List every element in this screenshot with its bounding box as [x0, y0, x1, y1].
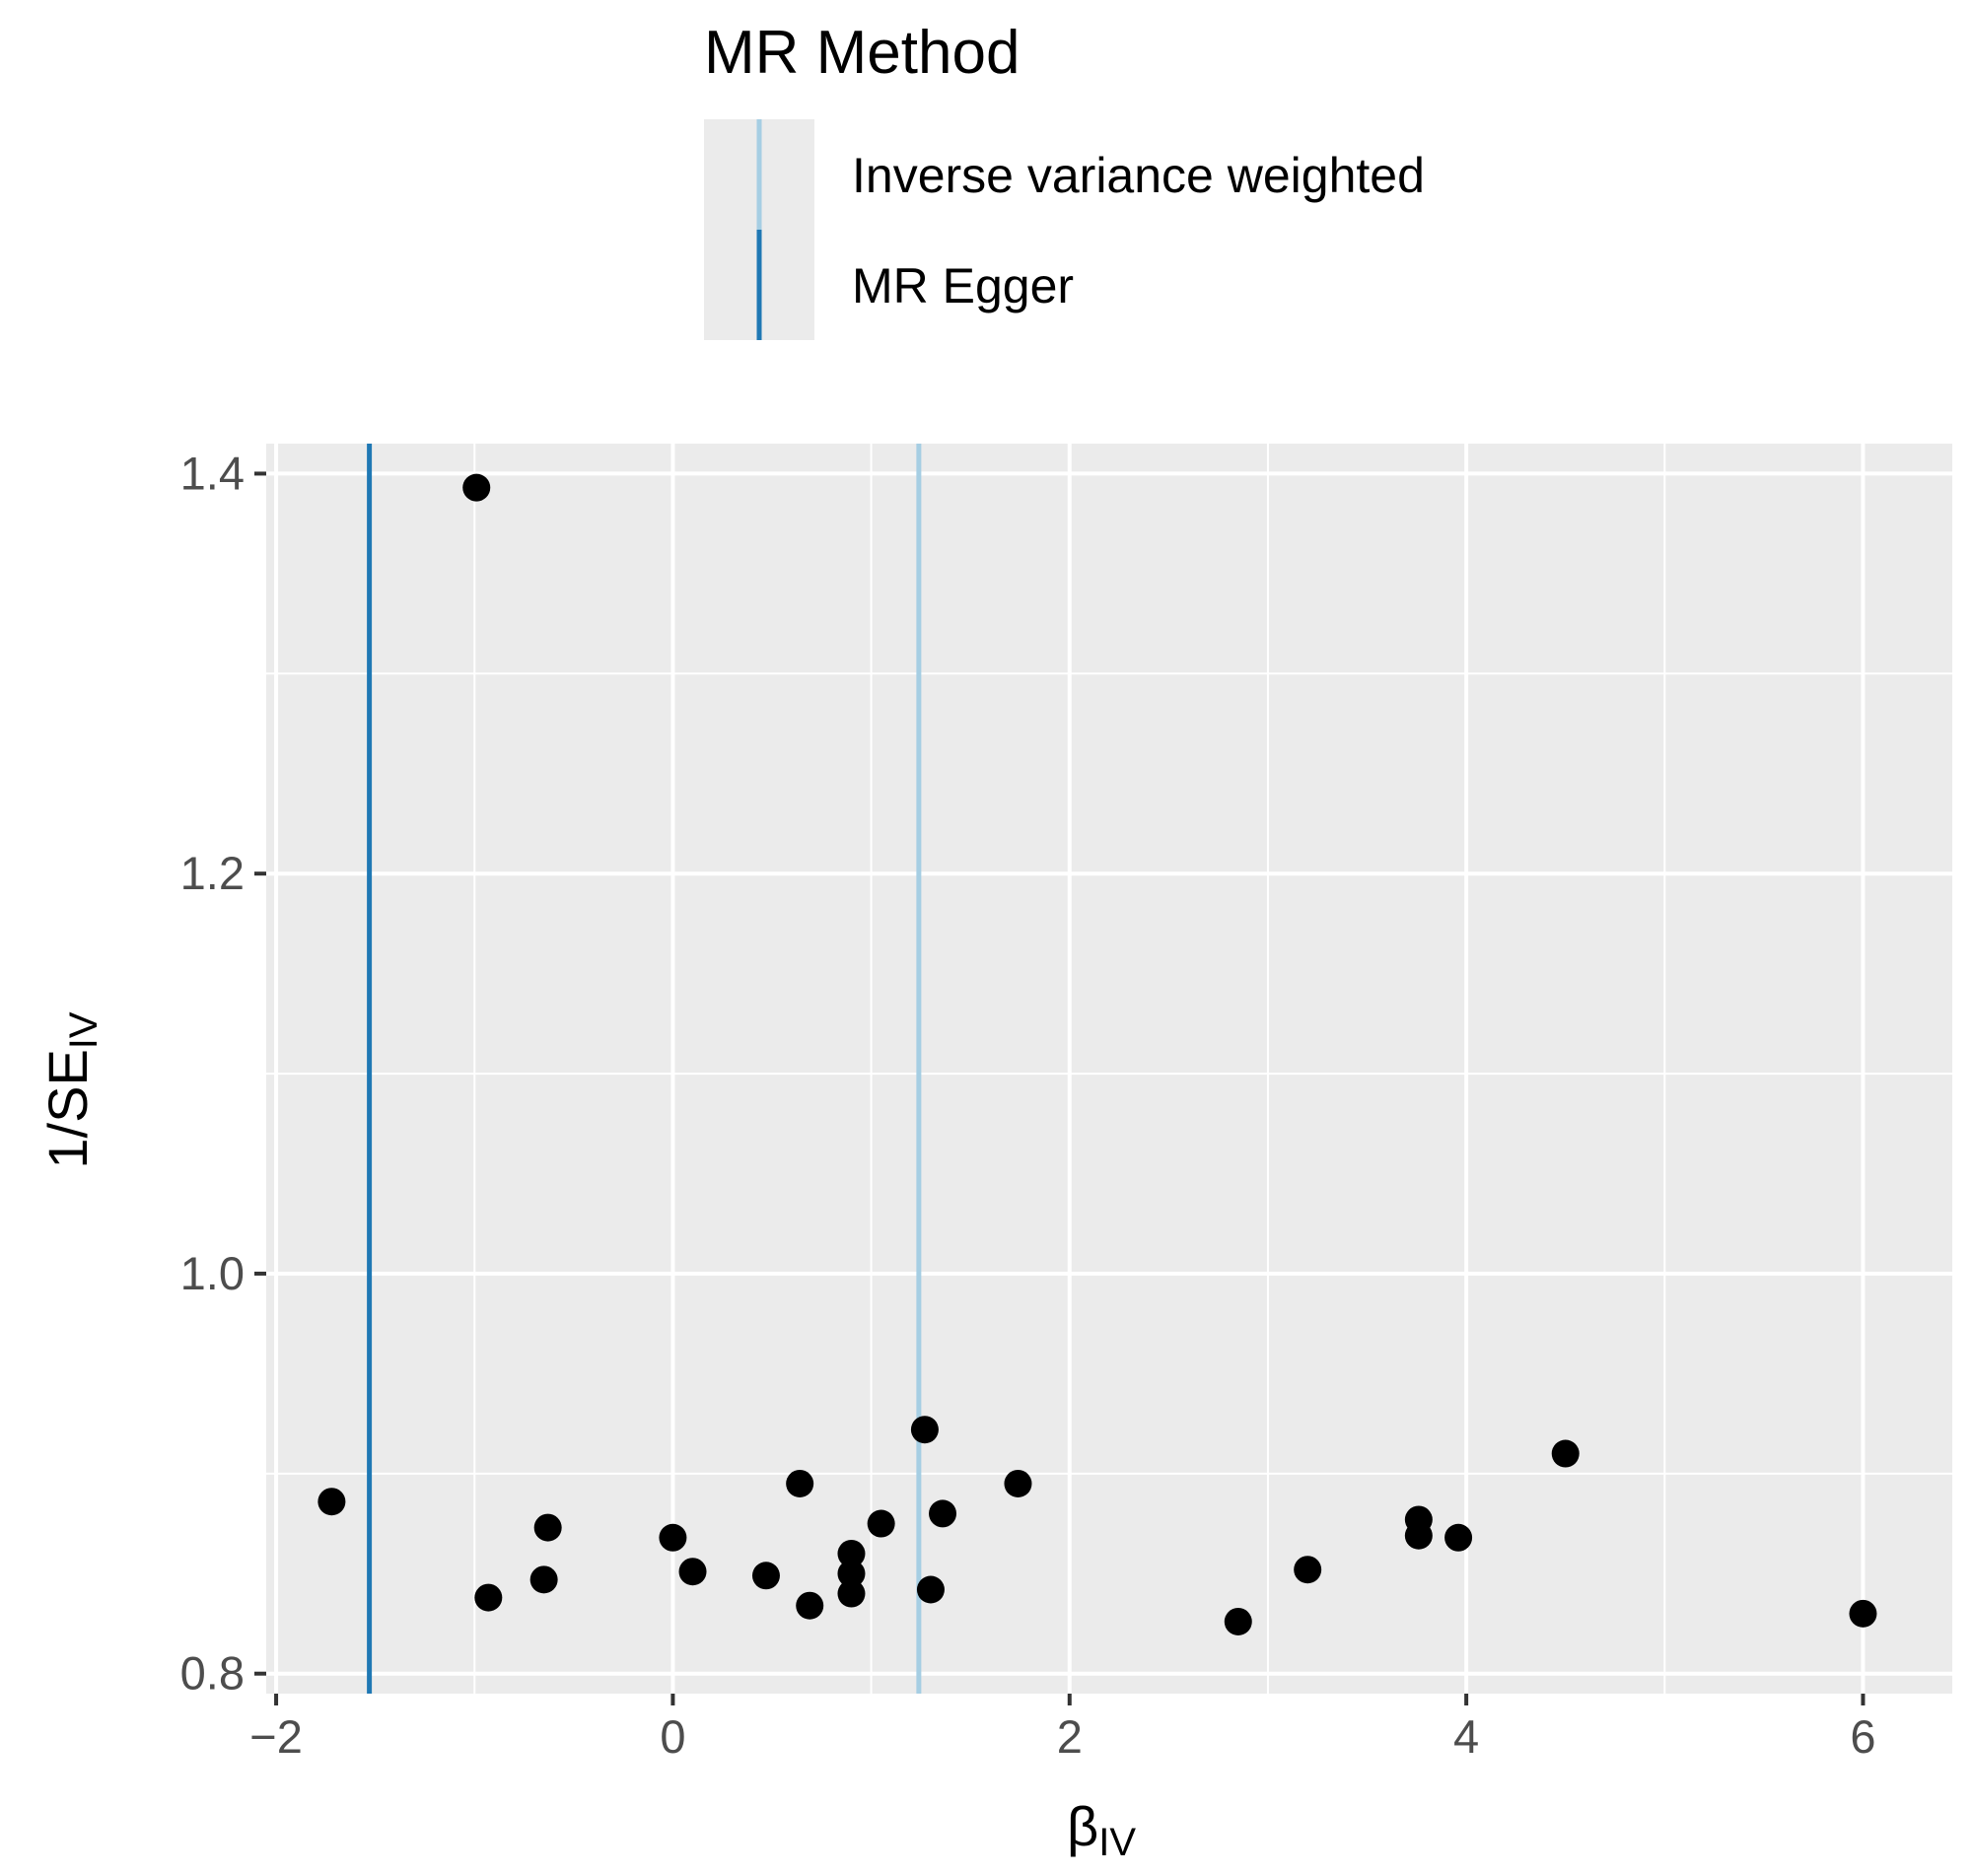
data-point	[751, 1562, 780, 1590]
method-lines	[367, 444, 922, 1694]
data-point	[1444, 1523, 1473, 1552]
x-tick-label: −2	[249, 1710, 303, 1763]
data-point	[462, 473, 491, 502]
legend-label-mr-egger: MR Egger	[852, 258, 1074, 313]
x-tick-label: 0	[660, 1710, 685, 1763]
x-tick-label: 6	[1850, 1710, 1875, 1763]
x-tick-label: 4	[1453, 1710, 1479, 1763]
data-point	[1294, 1556, 1322, 1584]
data-point	[916, 1575, 945, 1604]
data-point	[837, 1560, 866, 1588]
data-points	[317, 473, 1877, 1635]
x-axis-title-sub: IV	[1098, 1821, 1136, 1864]
grid-lines	[266, 444, 1952, 1694]
y-tick-label: 1.2	[180, 847, 245, 899]
data-point	[1849, 1599, 1877, 1628]
x-tick-label: 2	[1057, 1710, 1083, 1763]
plot-panel	[266, 444, 1952, 1694]
x-axis-title-main: β	[1067, 1795, 1098, 1857]
data-point	[659, 1523, 687, 1552]
data-point	[1551, 1439, 1580, 1468]
panel-background	[266, 444, 1952, 1694]
data-point	[786, 1469, 814, 1497]
y-axis-title-sub: IV	[62, 1011, 106, 1049]
data-point	[317, 1488, 346, 1516]
legend-title: MR Method	[704, 19, 1020, 87]
y-axis: 0.8 1.0 1.2 1.4	[180, 447, 266, 1700]
data-point	[474, 1583, 503, 1612]
legend: MR Method Inverse variance weighted MR E…	[704, 19, 1425, 340]
data-point	[1224, 1607, 1252, 1635]
data-point	[867, 1509, 895, 1538]
x-axis-title: βIV	[1067, 1795, 1136, 1864]
data-point	[529, 1565, 558, 1594]
x-axis: −2 0 2 4 6	[249, 1694, 1876, 1763]
legend-label-ivw: Inverse variance weighted	[852, 148, 1425, 203]
data-point	[837, 1539, 866, 1567]
y-axis-title-main: 1/SE	[36, 1049, 99, 1168]
data-point	[910, 1416, 939, 1444]
y-tick-label: 1.4	[180, 447, 245, 499]
data-point	[837, 1579, 866, 1608]
data-point	[1004, 1469, 1032, 1497]
y-tick-label: 1.0	[180, 1247, 245, 1299]
data-point	[796, 1591, 824, 1620]
data-point	[1404, 1521, 1433, 1550]
y-axis-title: 1/SEIV	[36, 1011, 106, 1169]
data-point	[533, 1513, 562, 1542]
y-tick-label: 0.8	[180, 1647, 245, 1700]
data-point	[929, 1499, 957, 1528]
data-point	[678, 1558, 707, 1586]
